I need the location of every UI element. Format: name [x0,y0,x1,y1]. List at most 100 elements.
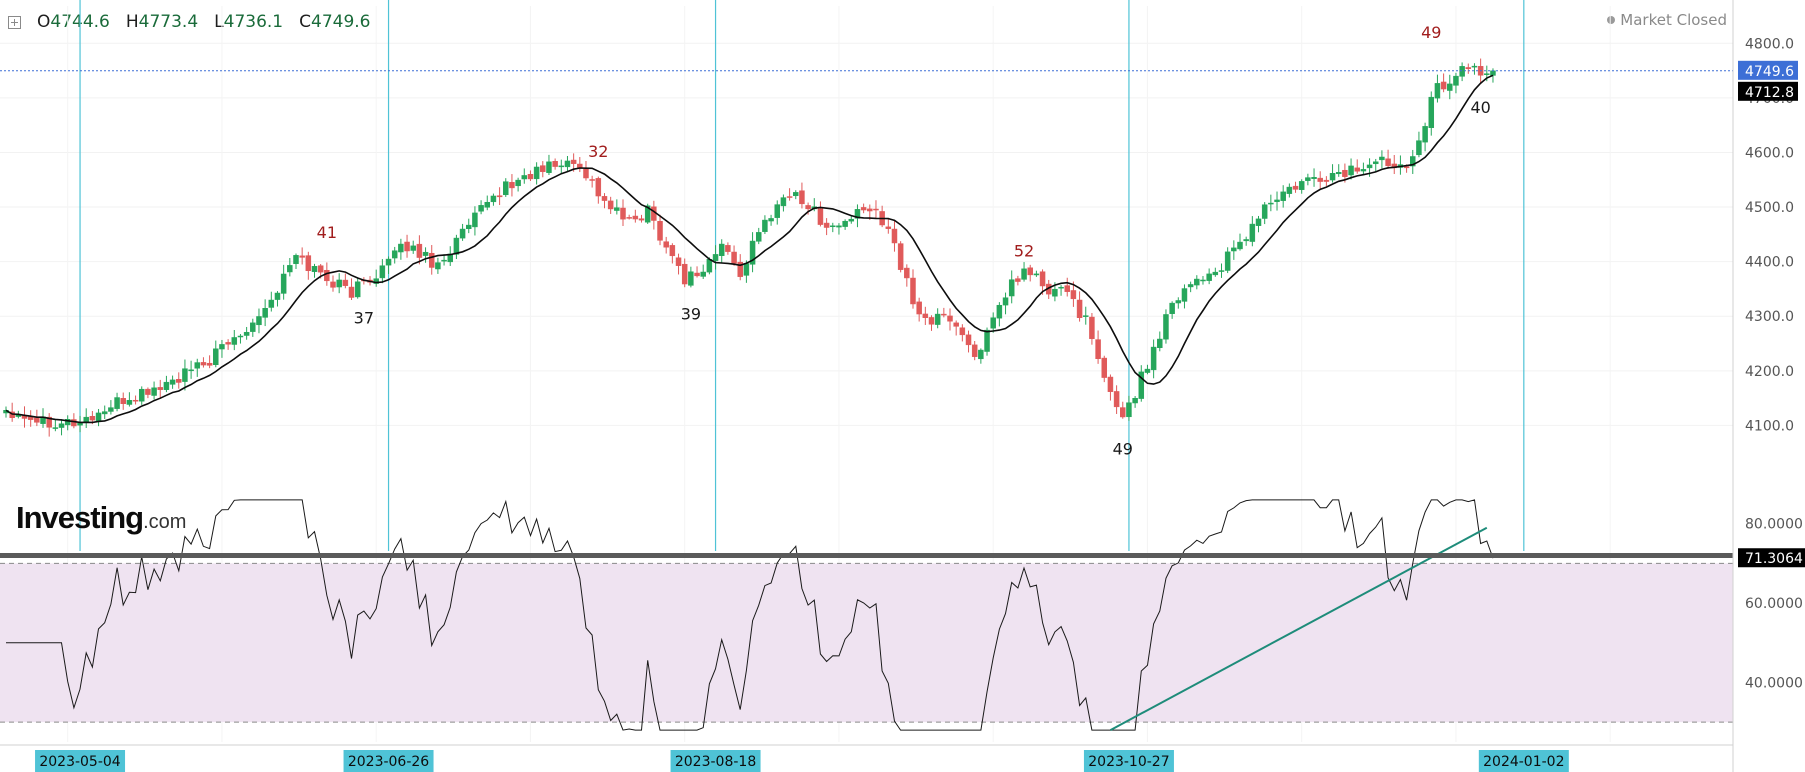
candle[interactable] [1200,279,1206,282]
candle[interactable] [663,241,669,248]
candle[interactable] [1064,285,1070,292]
candle[interactable] [601,196,608,201]
candle[interactable] [200,362,207,366]
candle[interactable] [867,208,873,212]
candle[interactable] [1261,204,1268,219]
candle[interactable] [126,400,133,405]
candle[interactable] [904,267,910,279]
candle[interactable] [823,222,830,228]
candle[interactable] [330,281,336,288]
candle[interactable] [219,344,225,350]
candle[interactable] [731,251,737,264]
candle[interactable] [1298,181,1305,190]
candle[interactable] [373,278,379,284]
candle[interactable] [1138,371,1145,399]
candle[interactable] [1231,247,1237,252]
candle[interactable] [1021,268,1027,280]
candle[interactable] [120,398,126,404]
candle[interactable] [805,205,811,210]
candle[interactable] [1101,357,1108,378]
candle[interactable] [1194,278,1200,286]
candle[interactable] [1206,273,1212,281]
candle[interactable] [1434,83,1441,99]
candle[interactable] [1008,279,1015,297]
candle[interactable] [1428,96,1435,128]
candle[interactable] [780,197,787,207]
candle[interactable] [1465,67,1472,69]
candle[interactable] [169,379,176,385]
candle[interactable] [243,331,250,336]
candle[interactable] [885,226,892,229]
candle[interactable] [1076,299,1083,318]
candle[interactable] [1286,186,1293,194]
candle[interactable] [95,412,102,423]
candle[interactable] [163,381,170,390]
candle[interactable] [959,327,966,336]
candle[interactable] [404,241,410,252]
pane-separator[interactable] [0,553,1733,558]
candle[interactable] [657,221,663,241]
candle[interactable] [620,207,626,220]
candle[interactable] [52,427,59,429]
candle[interactable] [280,273,287,294]
candle[interactable] [336,279,342,288]
candle[interactable] [552,161,558,167]
plus-square-icon[interactable] [8,15,21,29]
candle[interactable] [114,397,120,409]
candle[interactable] [910,277,916,305]
candle[interactable] [478,205,484,212]
candle[interactable] [546,161,552,173]
candle[interactable] [262,308,268,318]
candle[interactable] [953,322,959,327]
candle[interactable] [854,209,861,219]
candle[interactable] [564,160,571,168]
candle[interactable] [1157,338,1163,348]
candle[interactable] [274,292,281,300]
candle[interactable] [1305,177,1311,181]
candle[interactable] [1027,267,1033,276]
candle[interactable] [354,281,361,298]
candle[interactable] [1416,140,1422,156]
candle[interactable] [1083,315,1089,317]
candle[interactable] [1175,300,1182,304]
candle[interactable] [311,266,318,272]
candle[interactable] [89,416,96,421]
candle[interactable] [1150,346,1157,371]
candle[interactable] [570,159,577,164]
candle[interactable] [589,179,595,181]
candle[interactable] [46,416,52,428]
candle[interactable] [675,257,682,266]
candle[interactable] [1144,368,1151,373]
candle[interactable] [1181,288,1188,302]
candle[interactable] [626,217,632,219]
candle[interactable] [237,335,244,338]
candle[interactable] [1107,376,1114,392]
candle[interactable] [64,419,71,426]
candle[interactable] [836,225,842,228]
candle[interactable] [1348,165,1354,176]
candle[interactable] [1187,284,1194,288]
candle[interactable] [1163,314,1169,340]
candle[interactable] [108,407,114,412]
candle[interactable] [213,348,219,365]
candle[interactable] [1311,177,1317,179]
candle[interactable] [934,313,941,325]
candle[interactable] [916,301,922,315]
candle[interactable] [206,362,213,366]
candle[interactable] [891,228,898,244]
candle[interactable] [293,255,299,264]
candle[interactable] [1169,302,1175,314]
candle[interactable] [527,174,534,180]
candle[interactable] [515,179,521,187]
candle[interactable] [607,200,614,210]
candle[interactable] [725,245,731,252]
candle[interactable] [669,245,676,257]
candle[interactable] [897,243,904,270]
candle[interactable] [385,258,392,266]
candle[interactable] [1490,70,1496,76]
candle[interactable] [1274,199,1280,202]
candle[interactable] [268,299,275,308]
candle[interactable] [490,195,497,203]
candle[interactable] [737,261,743,277]
